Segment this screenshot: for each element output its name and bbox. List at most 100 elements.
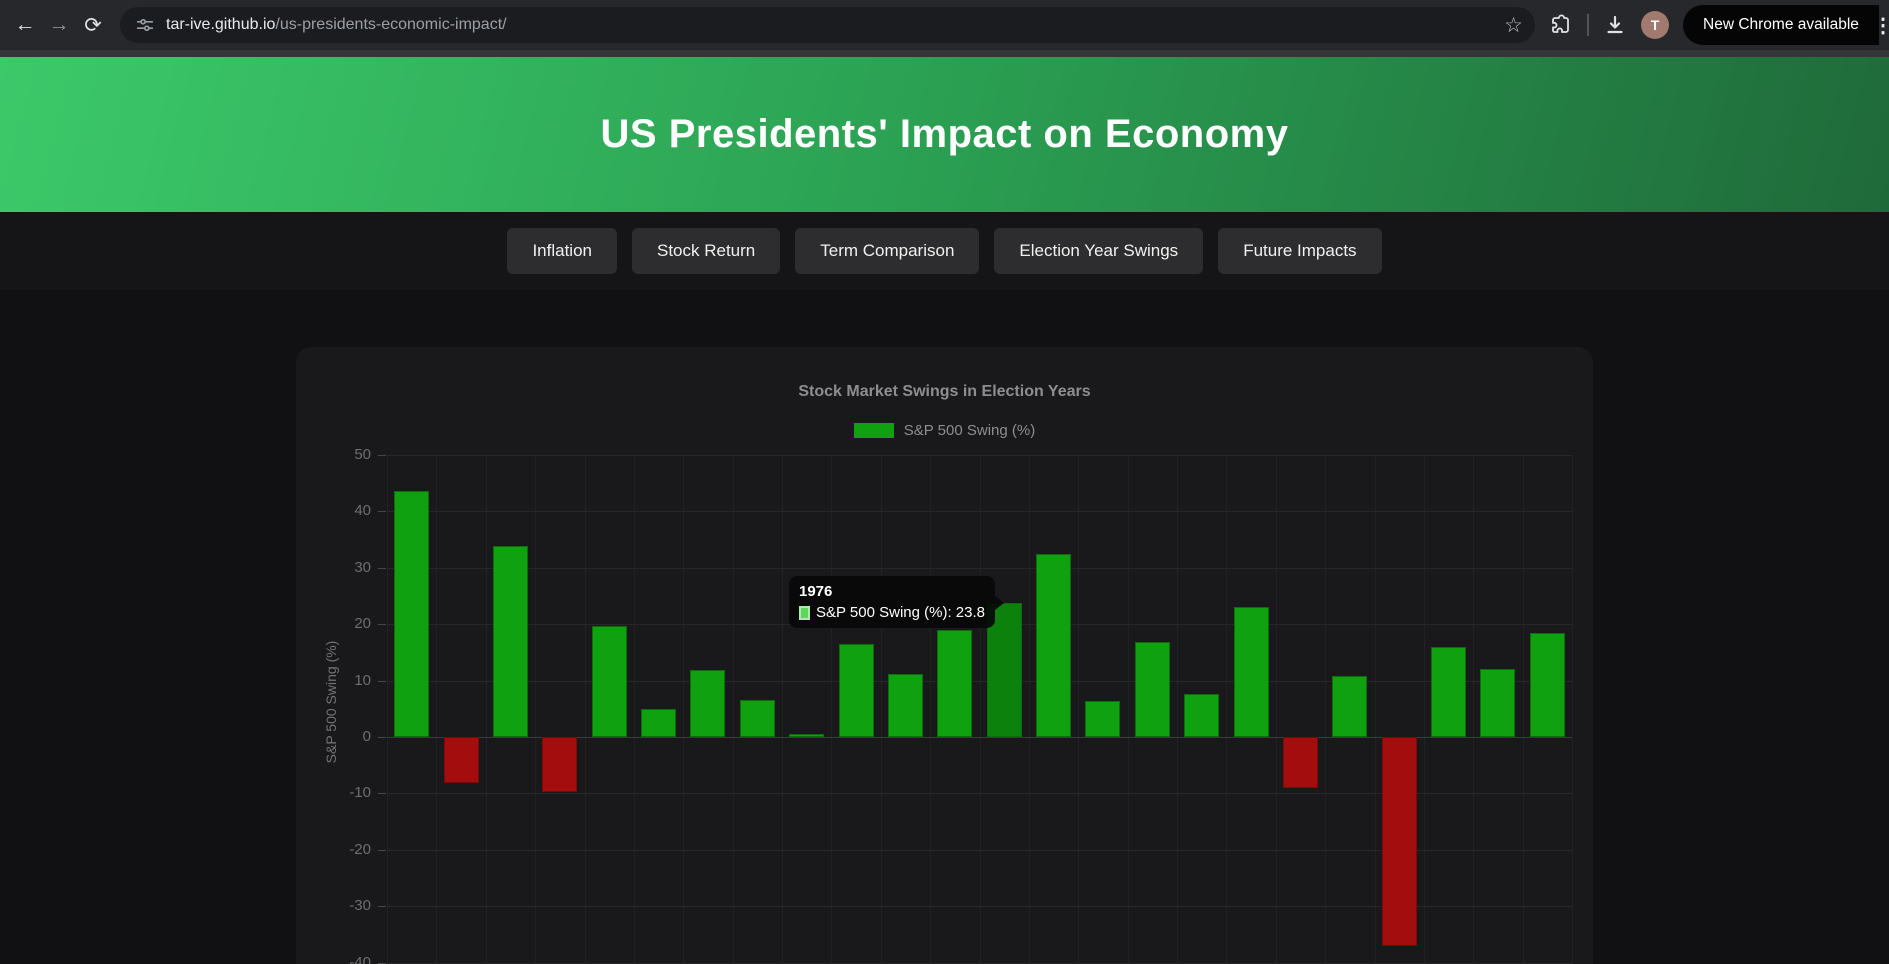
y-axis-tick [378,624,386,626]
horizontal-gridline [387,849,1572,851]
vertical-gridline [1423,455,1425,964]
bar-2008[interactable] [1381,737,1417,946]
vertical-gridline [1473,455,1475,964]
y-axis-tick-label: 50 [354,446,371,463]
vertical-gridline [436,455,438,964]
tooltip-caret [995,596,1004,610]
forward-button[interactable]: → [48,13,70,36]
bar-1948[interactable] [641,708,677,737]
url-text[interactable]: tar-ive.github.io/us-presidents-economic… [166,16,1494,34]
bar-1944[interactable] [591,625,627,737]
chart-legend[interactable]: S&P 500 Swing (%) [296,422,1593,439]
back-button[interactable]: ← [14,13,36,36]
y-axis-tick [378,737,386,738]
vertical-gridline [1374,455,1376,964]
site-settings-icon[interactable] [134,14,156,36]
y-axis-tick-label: 40 [354,502,371,520]
vertical-gridline [1572,455,1573,964]
bar-2020[interactable] [1529,633,1565,737]
bar-1968[interactable] [887,674,923,737]
chart-title: Stock Market Swings in Election Years [798,383,1091,400]
y-axis-tick-label: 0 [362,728,371,745]
bar-1956[interactable] [739,699,775,737]
bar-2016[interactable] [1480,669,1516,737]
bar-1988[interactable] [1134,642,1170,737]
chrome-update-label: New Chrome available [1703,16,1859,33]
y-axis-tick-label: -20 [349,840,371,858]
vertical-gridline [1177,455,1178,964]
toolbar-bottom-strip [0,50,1889,57]
bar-2012[interactable] [1431,646,1467,737]
bar-1992[interactable] [1184,694,1220,737]
bar-1996[interactable] [1233,607,1269,737]
bar-1952[interactable] [690,670,726,737]
url-path: /us-presidents-economic-impact/ [275,16,507,33]
vertical-gridline [633,455,635,964]
page-header: US Presidents' Impact on Economy [0,57,1889,212]
chart-card: Stock Market Swings in Election Years S&… [296,347,1593,964]
vertical-gridline [387,455,388,964]
bar-1980[interactable] [1036,554,1072,737]
main-content: Stock Market Swings in Election Years S&… [0,347,1889,964]
vertical-gridline [1078,455,1080,964]
address-bar[interactable]: tar-ive.github.io/us-presidents-economic… [120,7,1535,43]
nav-button-inflation[interactable]: Inflation [507,228,617,274]
bar-1940[interactable] [542,737,578,793]
page-title: US Presidents' Impact on Economy [600,112,1289,156]
bar-1936[interactable] [492,545,528,737]
y-axis-tick-label: 30 [354,558,371,576]
vertical-gridline [1028,455,1030,964]
nav-button-future-impacts[interactable]: Future Impacts [1218,228,1382,274]
vertical-gridline [584,455,586,964]
profile-avatar[interactable]: T [1641,11,1669,39]
vertical-gridline [535,455,537,964]
tooltip-title: 1976 [799,583,833,600]
vertical-gridline [1226,455,1228,964]
y-axis-tick [378,680,386,682]
y-axis-tick-label: -10 [349,784,371,802]
vertical-gridline [782,455,783,964]
horizontal-gridline [387,906,1572,908]
bookmark-star-icon[interactable]: ☆ [1504,13,1523,37]
vertical-gridline [979,455,981,964]
y-axis-tick [378,567,386,569]
y-axis-tick [378,849,386,851]
menu-overflow-icon[interactable]: ⋮ [1872,14,1889,37]
nav-button-term-comparison[interactable]: Term Comparison [795,228,980,274]
bar-2004[interactable] [1332,675,1368,737]
horizontal-gridline [387,511,1572,513]
vertical-gridline [930,455,932,964]
vertical-gridline [1522,455,1524,964]
tooltip-swatch [799,605,811,620]
y-axis-tick-label: 20 [354,615,371,633]
tooltip-label: S&P 500 Swing (%): 23.8 [816,604,985,621]
reload-button[interactable]: ⟳ [84,13,102,37]
vertical-gridline [732,455,734,964]
vertical-gridline [1325,455,1327,964]
horizontal-gridline [387,793,1572,795]
browser-toolbar: ← → ⟳ tar-ive.github.io/us-presidents-ec… [0,0,1889,50]
chrome-update-pill[interactable]: New Chrome available ⋮ [1683,5,1889,45]
horizontal-gridline [387,737,1572,738]
nav-button-stock-return[interactable]: Stock Return [631,228,781,274]
section-nav: Inflation Stock Return Term Comparison Elec… [0,212,1889,290]
bar-1932[interactable] [443,737,479,784]
vertical-gridline [485,455,487,964]
horizontal-gridline [387,567,1572,569]
y-axis-tick [378,455,386,456]
vertical-gridline [683,455,685,964]
legend-swatch [853,423,894,438]
y-axis-tick [378,511,386,513]
downloads-icon[interactable] [1603,13,1627,37]
bar-2000[interactable] [1282,737,1318,789]
legend-label: S&P 500 Swing (%) [903,422,1036,439]
vertical-gridline [880,455,882,964]
y-axis-tick [378,962,386,964]
bar-1964[interactable] [838,643,874,737]
bar-1928[interactable] [394,491,430,737]
bar-1984[interactable] [1085,701,1121,737]
bar-1972[interactable] [937,629,973,737]
nav-button-election-year-swings[interactable]: Election Year Swings [994,228,1204,274]
bar-1960[interactable] [789,734,825,737]
extensions-icon[interactable] [1549,13,1573,37]
